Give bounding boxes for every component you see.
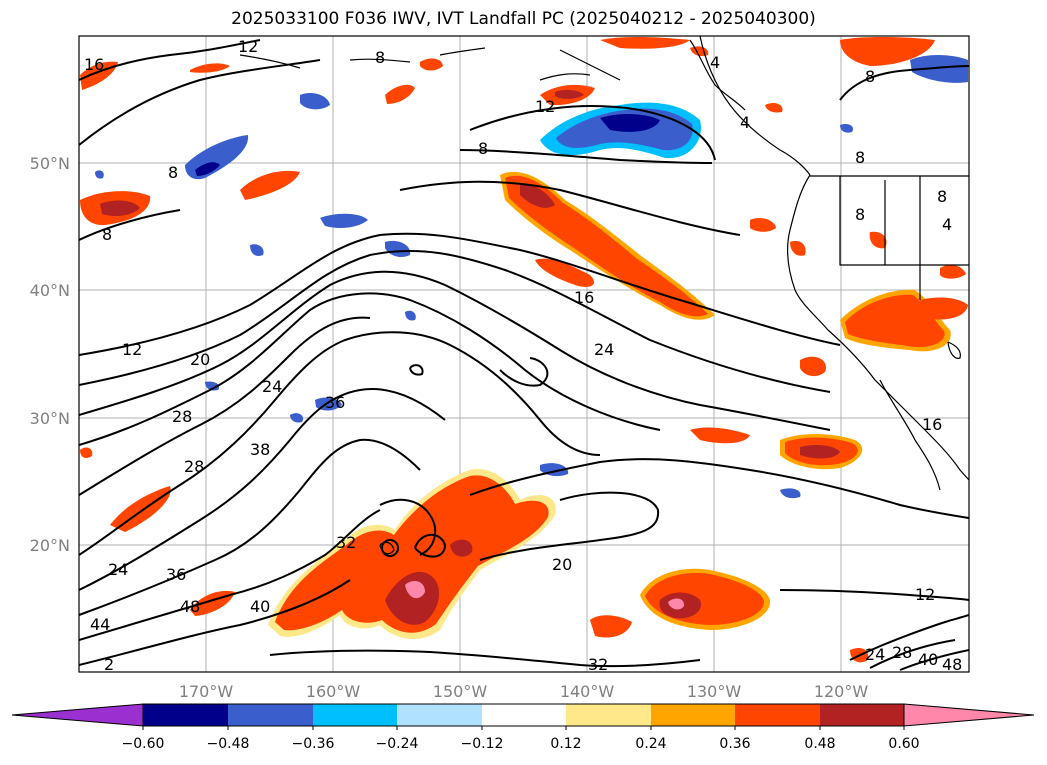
contour-label: 8: [855, 148, 865, 167]
lon-label: 130°W: [687, 682, 742, 701]
ivt-anomaly-fill: [80, 37, 968, 663]
colorbar-segment: [397, 704, 482, 726]
lon-label: 170°W: [179, 682, 234, 701]
colorbar-extend-left: [11, 703, 144, 727]
colorbar-segment: [313, 704, 397, 726]
contour-label: 12: [238, 37, 258, 56]
colorbar-tick: 0.24: [635, 736, 666, 752]
colorbar-segment: [651, 704, 735, 726]
lon-label: 140°W: [560, 682, 615, 701]
map-frame: [78, 35, 970, 673]
colorbar-segment: [482, 704, 566, 726]
contour-label: 40: [250, 597, 270, 616]
colorbar-segment: [143, 704, 228, 726]
contour-label: 48: [942, 655, 962, 674]
colorbar-segment: [820, 704, 904, 726]
contour-label: 28: [184, 457, 204, 476]
lon-label: 160°W: [306, 682, 361, 701]
contour-label: 8: [937, 187, 947, 206]
contour-label: 24: [865, 645, 885, 664]
contour-label: 16: [574, 288, 594, 307]
contour-label: 8: [855, 205, 865, 224]
contour-label: 40: [918, 650, 938, 669]
colorbar: −0.60 −0.48 −0.36 −0.24 −0.12 0.12 0.24 …: [11, 703, 1035, 752]
colorbar-extend-right: [903, 703, 1035, 727]
contour-label: 12: [915, 585, 935, 604]
contour-label: 20: [552, 555, 572, 574]
contour-label: 4: [710, 53, 720, 72]
contour-label: 32: [336, 533, 356, 552]
contour-label: 8: [168, 163, 178, 182]
colorbar-tick: −0.12: [461, 736, 504, 752]
contour-label: 8: [478, 139, 488, 158]
colorbar-segment: [228, 704, 313, 726]
contour-label: 4: [942, 215, 952, 234]
contour-label: 28: [172, 407, 192, 426]
longitude-labels: 170°W 160°W 150°W 140°W 130°W 120°W: [179, 682, 869, 701]
contour-label: 36: [325, 393, 345, 412]
coastlines: [239, 36, 969, 555]
map-title: 2025033100 F036 IWV, IVT Landfall PC (20…: [231, 9, 816, 29]
colorbar-segment: [566, 704, 651, 726]
colorbar-tick: −0.24: [376, 736, 419, 752]
colorbar-tick: −0.60: [122, 736, 165, 752]
contour-label: 28: [892, 643, 912, 662]
contour-label: 24: [108, 560, 128, 579]
contour-label: 48: [180, 597, 200, 616]
colorbar-segment: [735, 704, 820, 726]
colorbar-tick: 0.48: [804, 736, 835, 752]
contour-label: 36: [166, 565, 186, 584]
colorbar-tick: −0.48: [207, 736, 250, 752]
contour-label: 20: [190, 350, 210, 369]
lon-label: 150°W: [433, 682, 488, 701]
colorbar-tick: 0.12: [550, 736, 581, 752]
colorbar-tick: 0.36: [719, 736, 750, 752]
contour-label: 12: [535, 97, 555, 116]
contour-label: 12: [122, 340, 142, 359]
colorbar-tick: 0.60: [888, 736, 919, 752]
contour-label: 24: [262, 377, 282, 396]
lon-label: 120°W: [814, 682, 869, 701]
latitude-labels: 50°N 40°N 30°N 20°N: [30, 154, 70, 555]
contour-label: 8: [375, 48, 385, 67]
contour-label: 8: [102, 225, 112, 244]
map-background: [79, 36, 969, 672]
contour-label: 8: [865, 67, 875, 86]
contour-label: 38: [250, 440, 270, 459]
lat-label: 50°N: [30, 154, 70, 173]
contour-label: 4: [740, 113, 750, 132]
iwv-contours: [79, 39, 969, 671]
contour-label: 16: [84, 55, 104, 74]
lat-label: 20°N: [30, 536, 70, 555]
contour-labels: 16 12 8 8 12 8 4 8 8 8 4 8 4 8 16 12 20 …: [84, 37, 962, 674]
contour-label: 2: [104, 655, 114, 674]
lat-label: 30°N: [30, 409, 70, 428]
colorbar-tick: −0.36: [292, 736, 335, 752]
contour-label: 44: [90, 615, 110, 634]
contour-label: 32: [588, 655, 608, 674]
contour-label: 24: [594, 340, 614, 359]
contour-label: 16: [922, 415, 942, 434]
lat-label: 40°N: [30, 281, 70, 300]
